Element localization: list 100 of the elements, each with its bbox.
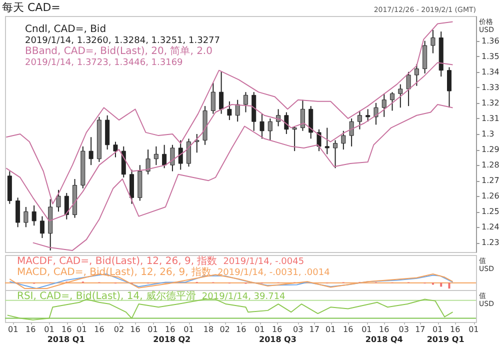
x-tick-label: 01 xyxy=(254,325,265,334)
candlestick xyxy=(292,126,297,152)
series-label: MACD, CAD=, Bid(Last), 12, 26, 9, 指数 xyxy=(17,266,212,278)
candlestick xyxy=(268,118,272,141)
x-tick-label: 16 xyxy=(379,325,390,334)
candlestick xyxy=(154,146,158,166)
candlestick xyxy=(24,206,28,228)
candlestick xyxy=(260,113,264,140)
x-tick-label: 03 xyxy=(292,325,304,334)
candlestick xyxy=(243,92,248,113)
candlestick xyxy=(357,110,362,130)
y-tick-label: 1.29 xyxy=(482,145,500,154)
candlestick xyxy=(447,66,452,108)
annotation: 2019/1/14, 1.3723, 1.3446, 1.3169 xyxy=(25,58,184,68)
candlestick xyxy=(210,82,216,114)
x-tick-label: 16 xyxy=(342,325,354,334)
line-series xyxy=(6,21,454,204)
candlestick xyxy=(276,108,281,127)
series-label: BBand, CAD=, Bid(Last), 20, 简单, 2.0 xyxy=(25,45,212,57)
series-label: RSI, CAD=, Bid(Last), 14, 威尔德平滑 xyxy=(17,290,196,302)
y-tick-label: 1.27 xyxy=(482,176,500,186)
text: 2018 Q2 xyxy=(153,335,191,344)
y-tick-label: 1.26 xyxy=(482,192,500,201)
chart-title: 每天 CAD= xyxy=(2,1,60,14)
x-tick-label: 01 xyxy=(326,325,336,334)
x-tick-label: 16 xyxy=(130,325,140,334)
candlestick xyxy=(349,118,354,147)
candlestick xyxy=(374,102,378,126)
candlestick xyxy=(324,127,330,155)
candlestick xyxy=(366,108,370,122)
x-tick-label: 02 xyxy=(114,325,124,334)
candlestick xyxy=(422,40,428,74)
x-tick-label: 16 xyxy=(450,325,460,334)
candlestick xyxy=(430,29,436,54)
annotation: 2019/1/14, 39.714 xyxy=(202,292,286,302)
y-tick-label: 1.28 xyxy=(482,160,500,170)
candlestick xyxy=(40,216,44,239)
y-tick-label: 1.33 xyxy=(482,82,500,92)
candlestick xyxy=(64,192,69,220)
text: 2018 Q1 xyxy=(47,335,86,344)
candlestick xyxy=(284,112,289,134)
candlestick xyxy=(316,128,322,152)
x-tick-label: 01 xyxy=(44,325,54,334)
series-label: MACDF, CAD=, Bid(Last), 12, 26, 9, 指数 xyxy=(17,255,218,267)
x-tick-label: 01 xyxy=(468,325,479,334)
x-tick-label: 17 xyxy=(309,325,320,334)
text: Cndl, CAD=, Bid xyxy=(25,24,106,35)
candlestick xyxy=(308,106,314,140)
x-tick-label: 16 xyxy=(272,325,282,334)
candlestick xyxy=(219,71,224,114)
annotation: 2019/1/14, -.0031, .0014 xyxy=(217,268,330,278)
x-tick-label: 01 xyxy=(76,325,87,334)
candlestick xyxy=(390,92,395,112)
candlestick xyxy=(341,130,346,150)
x-tick-label: 01 xyxy=(148,325,158,334)
candlestick xyxy=(162,144,167,169)
candlestick xyxy=(186,138,191,168)
candlestick xyxy=(333,140,338,169)
y-tick-label: 1.32 xyxy=(482,98,500,108)
candlestick xyxy=(130,169,134,204)
candlestick xyxy=(16,197,20,228)
candlestick xyxy=(227,100,232,121)
candlestick xyxy=(146,149,150,175)
x-tick-label: 01 xyxy=(8,325,18,334)
x-tick-label: 01 xyxy=(432,325,443,334)
y-tick-label: 1.34 xyxy=(482,67,500,76)
x-tick-label: 03 xyxy=(398,325,409,334)
y-tick-label: 1.36 xyxy=(482,36,500,46)
y-tick-label: 1.35 xyxy=(482,52,500,61)
y-tick-label: 1.25 xyxy=(482,207,500,216)
candlestick xyxy=(113,141,118,158)
text: 2019/1/14, -.0045 xyxy=(223,257,304,267)
y-tick-label: 1.3 xyxy=(482,130,494,138)
candlestick xyxy=(414,64,419,86)
annotation: 2019/1/14, 1.3260, 1.3284, 1.3251, 1.3277 xyxy=(25,36,220,46)
x-tick-label: 16 xyxy=(25,325,36,334)
text: 2018 Q4 xyxy=(365,335,404,344)
x-tick-label: 01 xyxy=(184,325,194,334)
candlestick xyxy=(235,99,240,122)
text: 2019 Q1 xyxy=(426,335,465,344)
y-tick-label: 1.23 xyxy=(482,238,500,248)
candlestick xyxy=(382,93,386,118)
x-tick-label: 01 xyxy=(362,325,372,334)
y-tick-label: 1.24 xyxy=(482,222,500,232)
x-tick-label: 17 xyxy=(415,325,426,334)
candlestick xyxy=(170,144,175,172)
candlestick xyxy=(88,136,94,166)
x-tick-label: 16 xyxy=(62,325,72,334)
candlestick xyxy=(121,146,126,178)
x-tick-label: 16 xyxy=(94,325,104,334)
candlestick xyxy=(32,204,36,226)
line-series xyxy=(32,104,454,251)
y-tick-label: 1.31 xyxy=(482,114,500,123)
candlestick xyxy=(398,84,403,108)
x-tick-label: 16 xyxy=(236,325,246,334)
candlestick xyxy=(178,140,183,170)
x-tick-label: 02 xyxy=(220,325,230,334)
x-tick-label: 18 xyxy=(203,325,214,334)
x-tick-label: 16 xyxy=(165,325,176,334)
text: 2018 Q3 xyxy=(259,335,296,344)
